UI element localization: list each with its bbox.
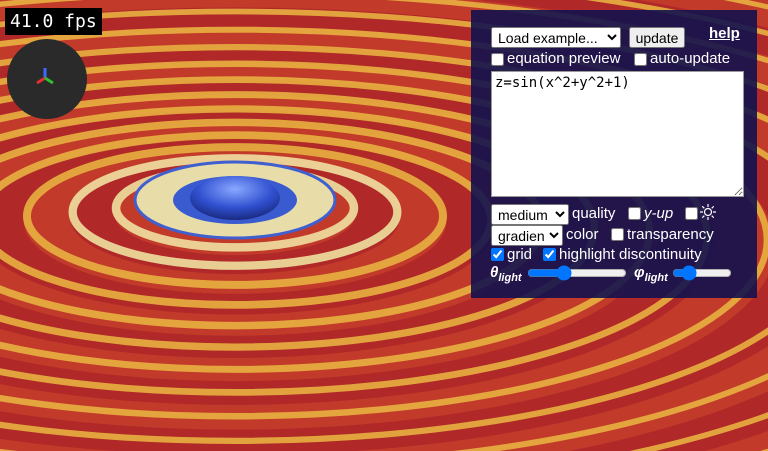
checkbox[interactable]	[611, 228, 624, 241]
checkbox[interactable]	[685, 207, 698, 220]
surface-ring	[0, 8, 768, 451]
surface-ring	[68, 154, 402, 270]
subscript: light	[644, 272, 668, 284]
sun-icon	[700, 204, 716, 220]
update-button[interactable]: update	[629, 27, 685, 48]
label: transparency	[627, 226, 714, 243]
symbol: θ	[490, 264, 499, 281]
example-select[interactable]: Load example...	[491, 27, 621, 48]
label: y-up	[644, 205, 674, 222]
equation-input[interactable]: z=sin(x^2+y^2+1)	[491, 71, 744, 197]
surface-ring	[0, 60, 768, 420]
phi-slider[interactable]	[672, 266, 732, 280]
label: highlight discontinuity	[559, 246, 702, 263]
label: φlight	[634, 264, 668, 284]
surface-ring	[0, 44, 768, 444]
axis-y	[44, 76, 54, 85]
checkbox[interactable]	[491, 53, 504, 66]
label: grid	[507, 246, 533, 263]
checkbox[interactable]	[634, 53, 647, 66]
label: auto-update	[650, 50, 731, 67]
color-select[interactable]: gradient	[491, 225, 563, 246]
checkbox[interactable]	[491, 248, 504, 261]
help-link[interactable]: help	[709, 25, 740, 42]
checkbox[interactable]	[628, 207, 641, 220]
label: color	[566, 226, 599, 243]
surface-peak	[190, 176, 280, 220]
control-panel: Load example... update help equation pre…	[471, 10, 757, 298]
symbol: φ	[634, 264, 645, 281]
axis-x	[36, 76, 46, 85]
surface-ring	[22, 143, 448, 289]
checkbox[interactable]	[543, 248, 556, 261]
theta-slider[interactable]	[527, 266, 627, 280]
label: θlight	[490, 264, 522, 284]
fps-counter: 41.0 fps	[5, 8, 102, 35]
label: quality	[572, 205, 616, 222]
quality-select[interactable]: medium	[491, 204, 569, 225]
label: equation preview	[507, 50, 621, 67]
surface-ring	[0, 26, 768, 451]
subscript: light	[498, 272, 522, 284]
